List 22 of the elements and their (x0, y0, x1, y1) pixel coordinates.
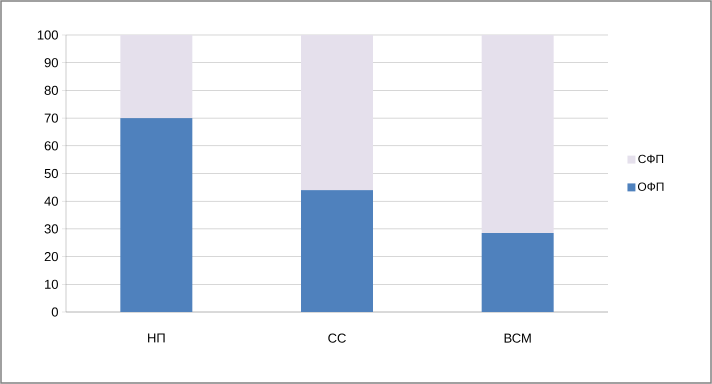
legend-label: СФП (638, 154, 664, 164)
legend-label: ОФП (638, 182, 664, 191)
bar (301, 34, 374, 190)
y-tick-label: 80 (44, 86, 58, 95)
y-tick-label: 50 (44, 168, 58, 178)
x-tick-label: НП (148, 334, 165, 342)
y-tick-label: 20 (44, 252, 58, 262)
x-tick-label: ВСМ (504, 334, 531, 343)
y-tick-label: 0 (52, 307, 58, 317)
y-tick-label: 90 (44, 58, 58, 68)
y-tick-label: 60 (44, 141, 58, 150)
bar (482, 34, 554, 234)
bar (482, 233, 554, 312)
y-tick-label: 100 (38, 30, 58, 40)
y-tick-label: 70 (44, 114, 58, 123)
x-tick-label: СС (328, 334, 346, 343)
bar (301, 190, 374, 312)
bar (120, 34, 192, 118)
y-tick-label: 40 (44, 196, 58, 206)
y-tick-label: 30 (44, 224, 58, 234)
y-tick-label: 10 (45, 280, 58, 289)
bar (120, 118, 192, 312)
